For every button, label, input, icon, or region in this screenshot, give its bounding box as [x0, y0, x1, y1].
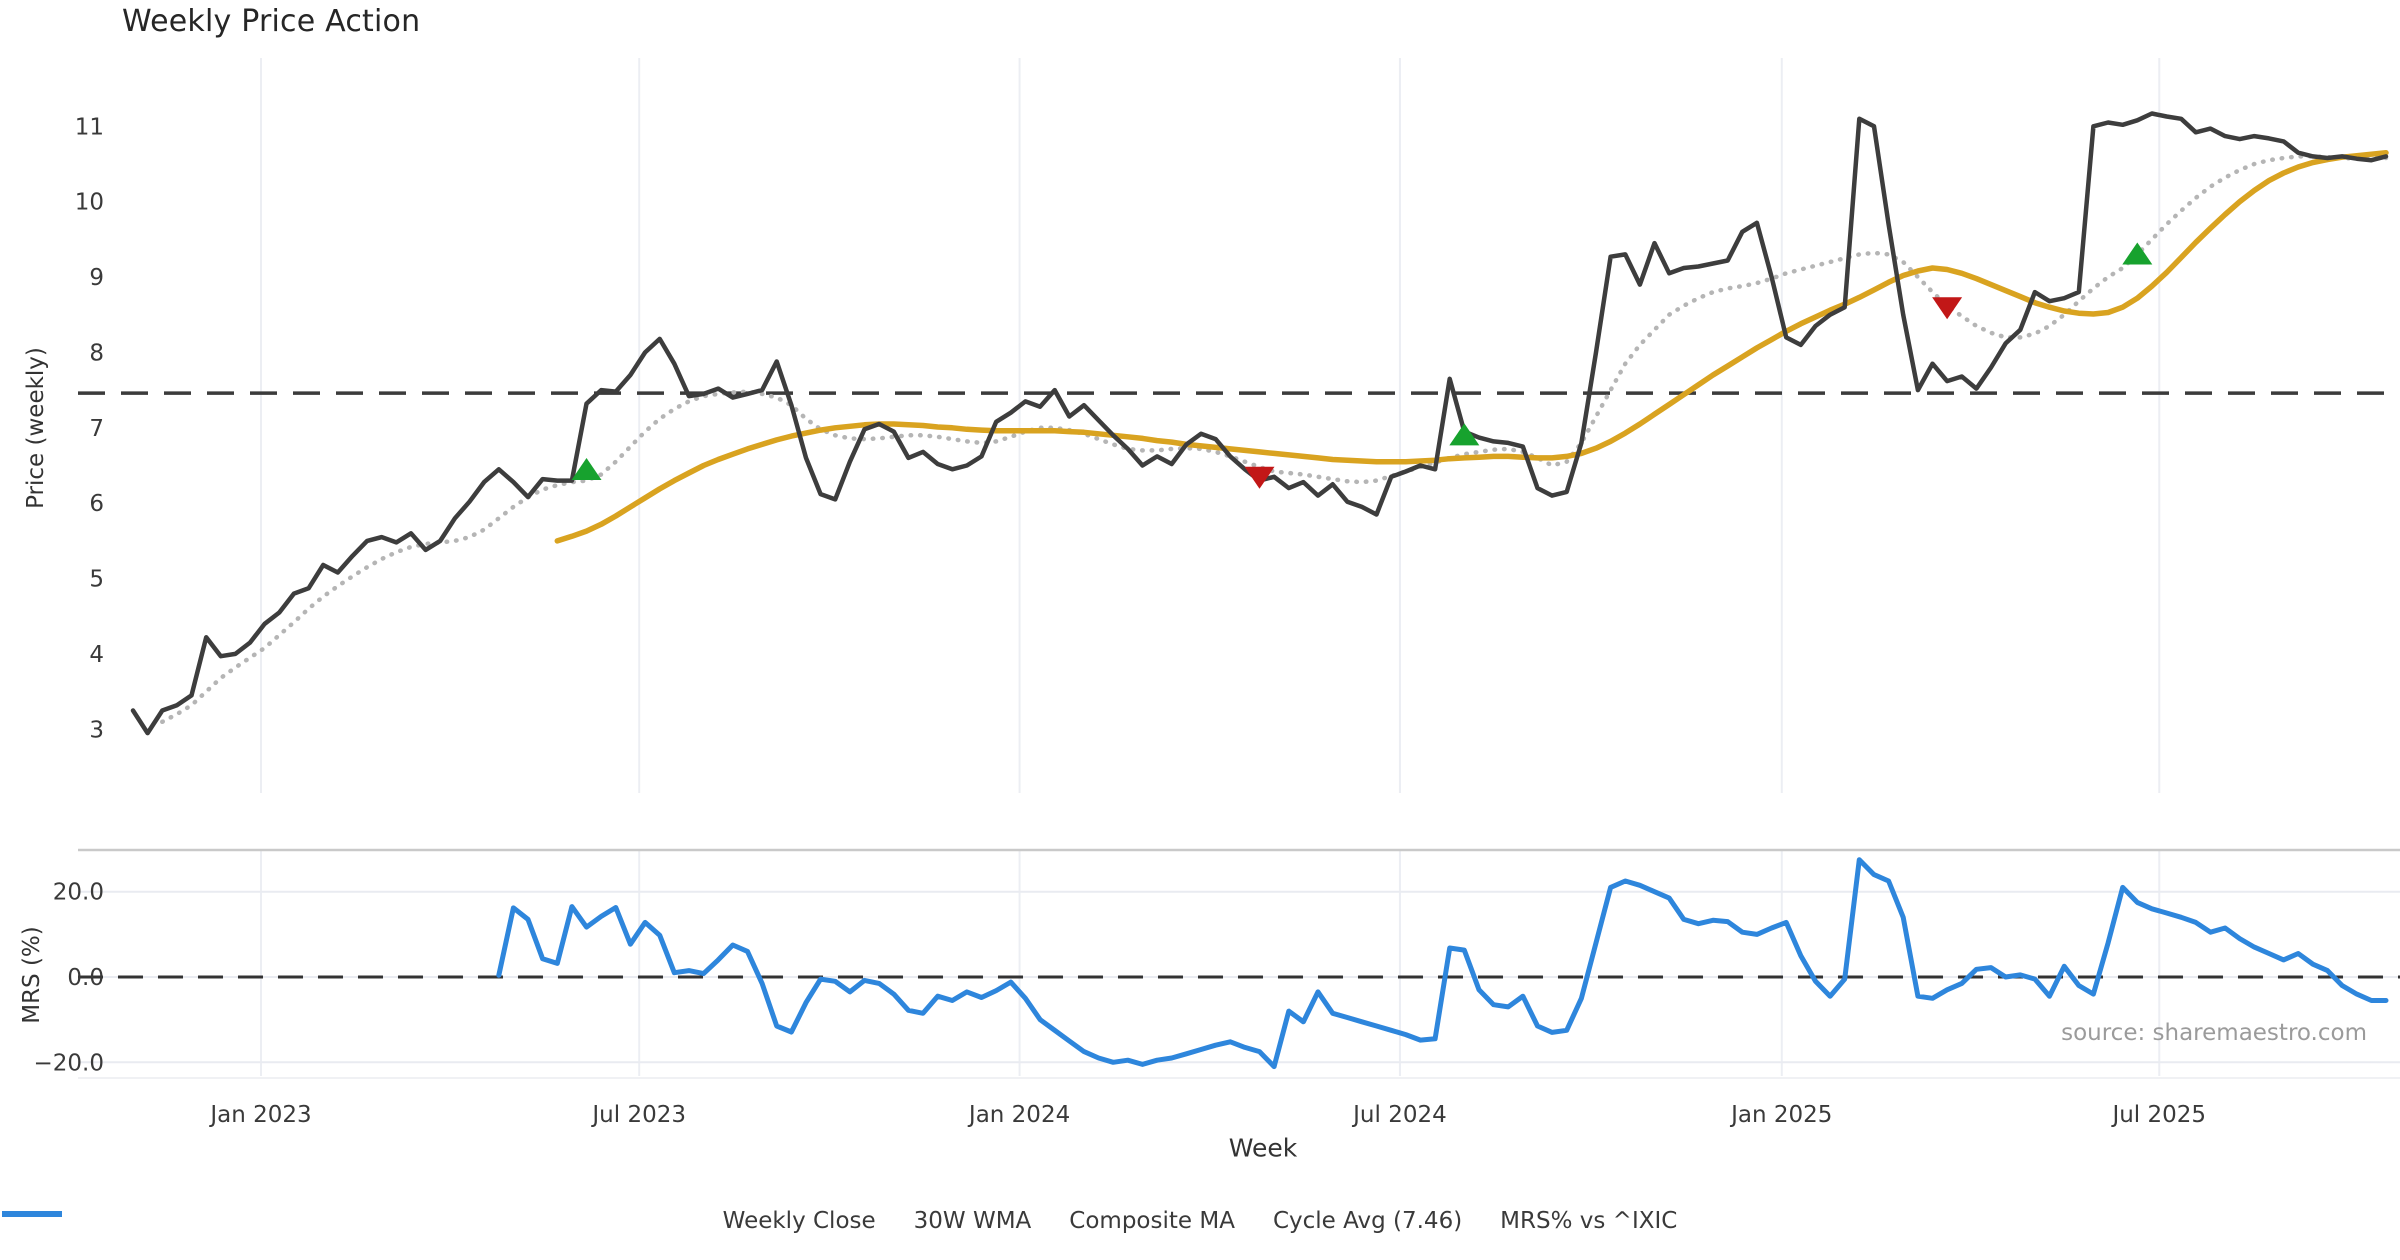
sell-marker-icon	[1932, 297, 1963, 320]
legend-label: MRS% vs ^IXIC	[1500, 1208, 1678, 1234]
x-tick-label: Jul 2025	[2110, 1102, 2206, 1128]
legend-item-weekly-close: Weekly Close	[2, 1208, 876, 1234]
price-tick-label: 3	[89, 717, 104, 743]
mrs-tick-label: −20.0	[34, 1050, 104, 1076]
legend-label: Weekly Close	[722, 1208, 876, 1234]
legend-item-cycle-avg: Cycle Avg (7.46)	[2, 1208, 1463, 1234]
price-tick-label: 6	[89, 491, 104, 517]
legend-label: Cycle Avg (7.46)	[1272, 1208, 1463, 1234]
buy-marker-icon	[571, 458, 602, 481]
legend-swatch-solid-icon	[2, 1211, 62, 1217]
wma-30w-line	[554, 149, 2389, 544]
x-tick-label: Jul 2024	[1351, 1102, 1447, 1128]
price-tick-label: 9	[89, 265, 104, 291]
legend: Weekly Close 30W WMA Composite MA Cycle Avg…	[0, 1208, 2400, 1234]
x-tick-label: Jan 2024	[967, 1102, 1070, 1128]
legend-label: 30W WMA	[913, 1208, 1032, 1234]
x-tick-label: Jan 2025	[1729, 1102, 1832, 1128]
composite-ma-line	[160, 154, 2389, 725]
price-tick-label: 5	[89, 567, 104, 593]
weekly-close-line	[130, 111, 2389, 736]
mrs-axis-label: MRS (%)	[19, 926, 45, 1024]
week-axis-label: Week	[1228, 1133, 1298, 1163]
price-tick-label: 11	[75, 114, 104, 140]
price-axis-label: Price (weekly)	[23, 347, 49, 509]
price-tick-label: 7	[89, 416, 104, 442]
price-tick-label: 10	[75, 190, 104, 216]
x-tick-label: Jul 2023	[590, 1102, 686, 1128]
legend-label: Composite MA	[1069, 1208, 1235, 1234]
chart-title: Weekly Price Action	[122, 4, 421, 39]
x-tick-label: Jan 2023	[208, 1102, 311, 1128]
source-credit: source: sharemaestro.com	[2061, 1020, 2367, 1046]
legend-item-composite-ma: Composite MA	[2, 1208, 1235, 1234]
legend-item-wma-30w: 30W WMA	[2, 1208, 1032, 1234]
mrs-tick-label: 20.0	[53, 880, 104, 906]
sell-marker-icon	[1244, 466, 1275, 489]
mrs-tick-label: 0.0	[67, 965, 104, 991]
legend-item-mrs-ixic: MRS% vs ^IXIC	[2, 1208, 1678, 1234]
price-tick-label: 4	[89, 642, 104, 668]
mrs-line	[496, 857, 2389, 1070]
price-tick-label: 8	[89, 340, 104, 366]
buy-marker-icon	[2122, 242, 2153, 265]
buy-marker-icon	[1449, 423, 1480, 446]
